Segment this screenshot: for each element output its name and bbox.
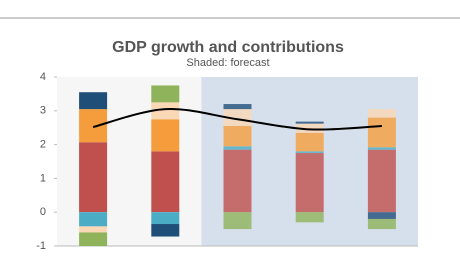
- bar-segment: [79, 142, 108, 213]
- bar-segment: [367, 212, 396, 219]
- line: [92, 108, 382, 131]
- bar-segment: [223, 109, 252, 127]
- y-tick-label: 4: [40, 71, 46, 83]
- y-tick-label: -1: [36, 240, 46, 252]
- bar-segment: [295, 121, 324, 124]
- history-area: [57, 77, 202, 246]
- y-tick-label: 1: [40, 172, 46, 184]
- chart-title: GDP growth and contributions: [112, 39, 344, 56]
- bar-segment: [223, 104, 252, 110]
- chart-subtitle: Shaded: forecast: [186, 57, 269, 69]
- bar-segment: [295, 151, 324, 154]
- bar-segment: [151, 151, 180, 213]
- bar-segment: [367, 117, 396, 148]
- bar-segment: [79, 232, 108, 246]
- y-tick-label: 2: [40, 139, 46, 151]
- bar-segment: [367, 218, 396, 230]
- y-tick-label: 3: [40, 105, 46, 117]
- bar-segment: [151, 119, 180, 152]
- y-tick-label: 0: [40, 206, 46, 218]
- bar-segment: [223, 149, 252, 213]
- bar-segment: [151, 212, 180, 225]
- bar-segment: [79, 226, 108, 233]
- bar-segment: [79, 92, 108, 110]
- bar-segment: [295, 212, 324, 223]
- bar-segment: [79, 212, 108, 227]
- bar-segment: [295, 153, 324, 213]
- bar-segment: [295, 132, 324, 152]
- bar-segment: [367, 147, 396, 150]
- bar-segment: [151, 85, 180, 103]
- bar-segment: [367, 109, 396, 118]
- bar-segment: [223, 126, 252, 147]
- bar-segment: [367, 149, 396, 213]
- bar-segment: [151, 224, 180, 237]
- bar-segment: [295, 123, 324, 133]
- bar-segment: [79, 109, 108, 143]
- bar-segment: [223, 212, 252, 230]
- bar-segment: [151, 102, 180, 120]
- bar-segment: [223, 146, 252, 150]
